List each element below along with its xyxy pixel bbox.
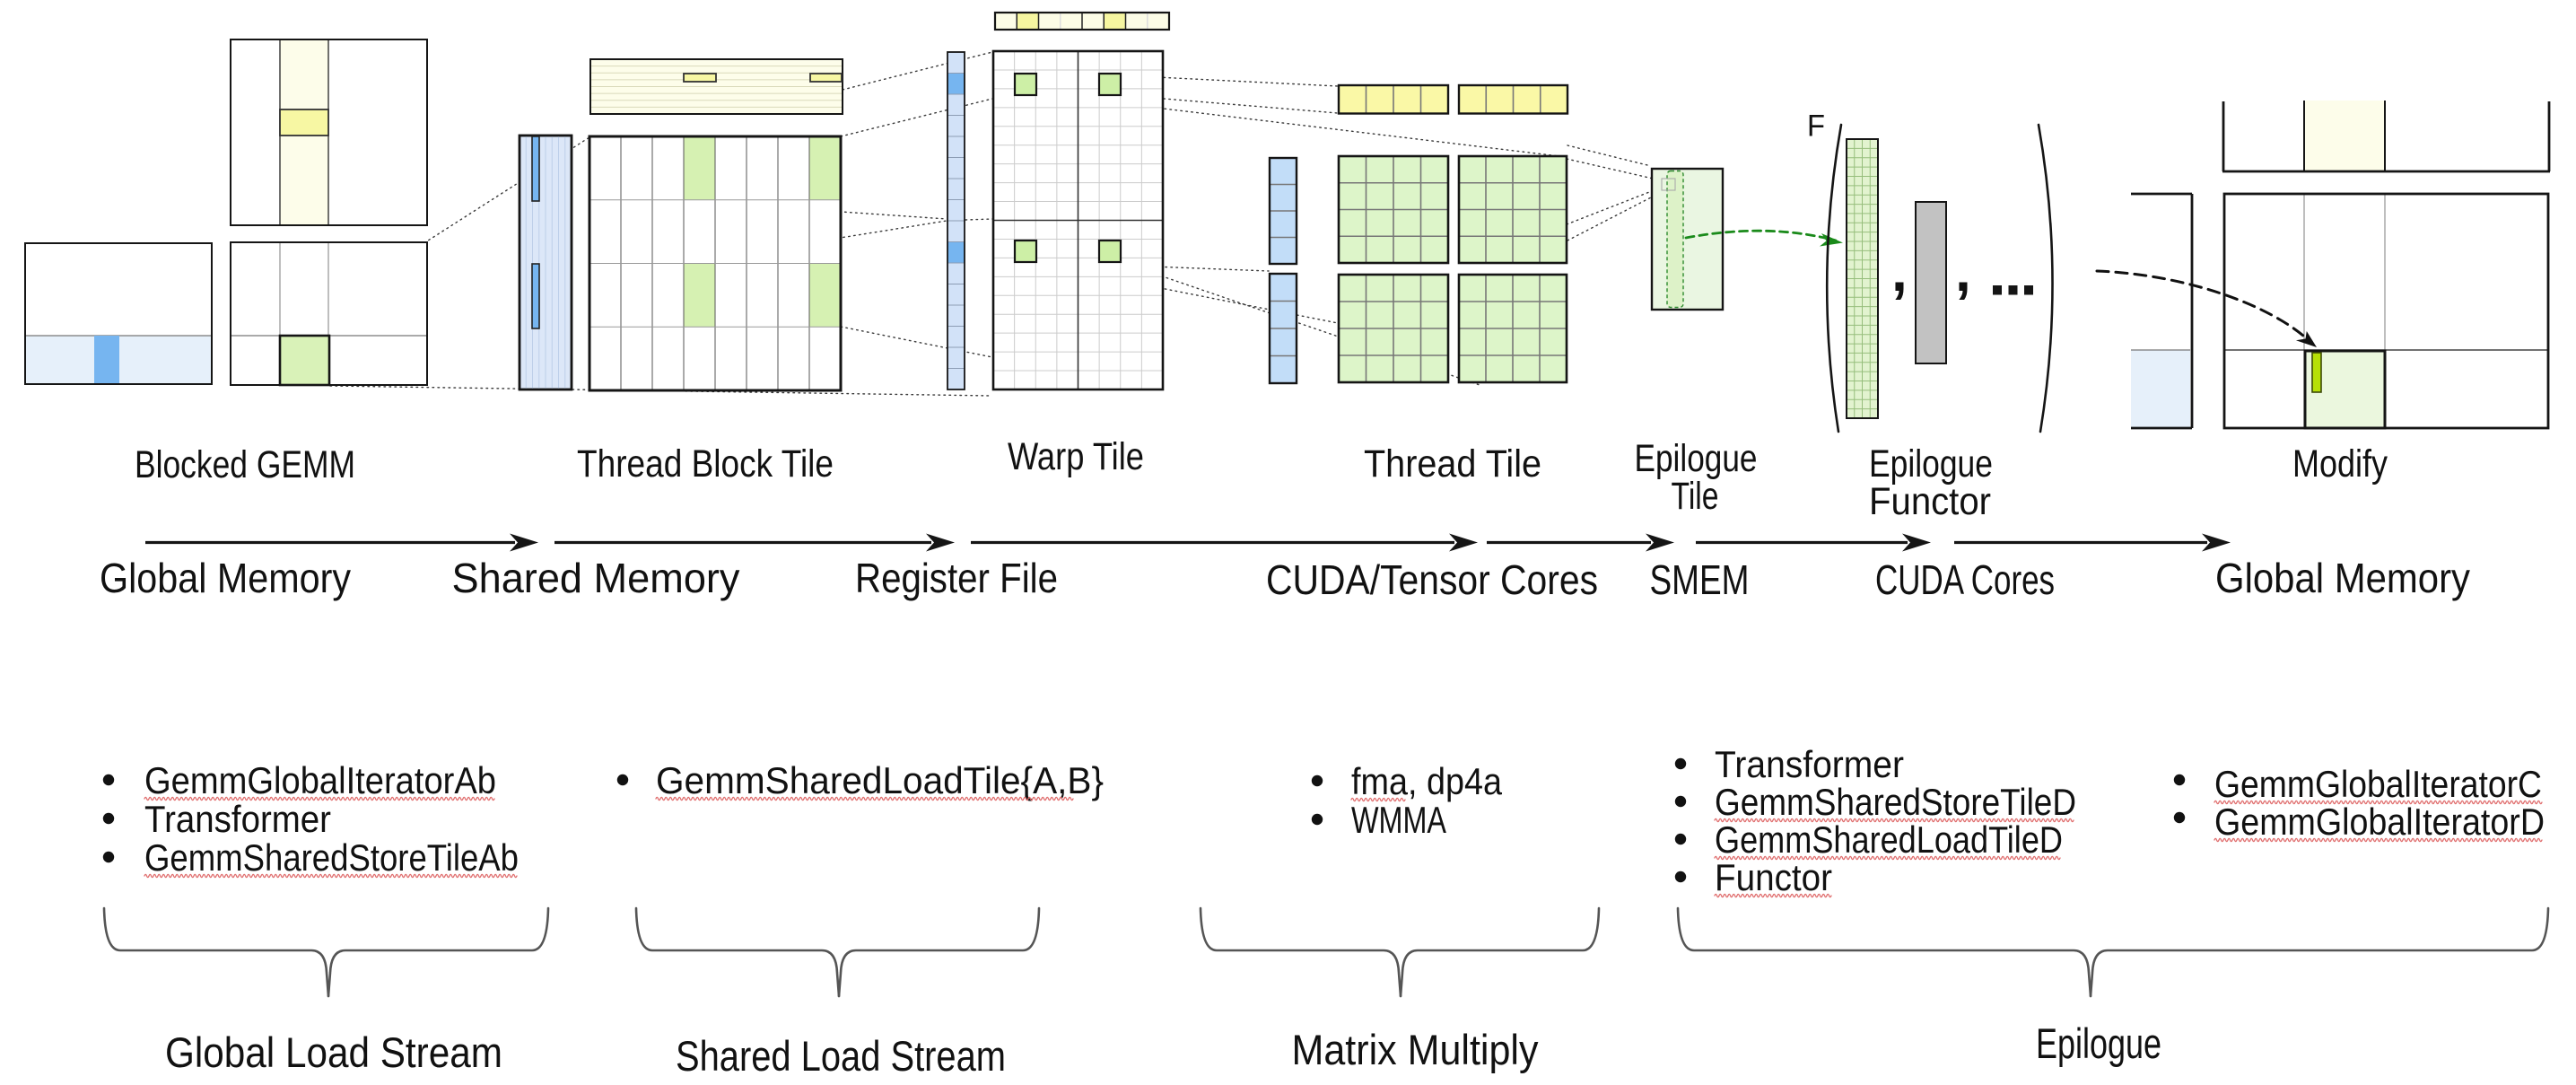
svg-text:CUDA Cores: CUDA Cores (1875, 556, 2055, 603)
svg-text:Register File: Register File (855, 555, 1058, 601)
svg-text:Transformer: Transformer (1715, 743, 1904, 785)
svg-text:GemmSharedStoreTileD: GemmSharedStoreTileD (1715, 781, 2076, 823)
svg-text:F: F (1807, 109, 1825, 144)
svg-text:Global Memory: Global Memory (2215, 555, 2470, 601)
svg-text:Functor: Functor (1715, 856, 1832, 898)
svg-text:Thread Tile: Thread Tile (1364, 442, 1541, 486)
svg-text:Tile: Tile (1672, 475, 1719, 518)
svg-text:Warp Tile: Warp Tile (1008, 435, 1144, 478)
svg-text:Global Memory: Global Memory (100, 555, 351, 601)
svg-text:Transformer: Transformer (144, 798, 331, 840)
svg-text:GemmSharedLoadTile{A,B}: GemmSharedLoadTile{A,B} (656, 759, 1104, 801)
svg-text:Epilogue: Epilogue (2036, 1019, 2161, 1067)
svg-text:Functor: Functor (1869, 480, 1991, 523)
svg-text:fma, dp4a: fma, dp4a (1351, 760, 1503, 802)
svg-text:GemmGlobalIteratorC: GemmGlobalIteratorC (2214, 763, 2542, 805)
svg-text:GemmGlobalIteratorD: GemmGlobalIteratorD (2214, 801, 2545, 843)
svg-text:,: , (1891, 239, 1908, 303)
svg-text:Epilogue: Epilogue (1635, 437, 1758, 480)
svg-text:GemmSharedStoreTileAb: GemmSharedStoreTileAb (144, 836, 519, 879)
svg-text:,: , (1955, 239, 1971, 303)
svg-text:Shared Memory: Shared Memory (452, 555, 740, 601)
svg-text:SMEM: SMEM (1650, 556, 1750, 603)
svg-text:GemmGlobalIteratorAb: GemmGlobalIteratorAb (144, 759, 496, 801)
svg-text:Modify: Modify (2292, 442, 2388, 486)
svg-text:Blocked GEMM: Blocked GEMM (135, 443, 355, 486)
svg-text:Epilogue: Epilogue (1869, 442, 1993, 486)
svg-text:WMMA: WMMA (1351, 799, 1446, 841)
svg-text:Global Load Stream: Global Load Stream (165, 1028, 502, 1076)
svg-text:Matrix Multiply: Matrix Multiply (1292, 1026, 1539, 1073)
svg-text:CUDA/Tensor Cores: CUDA/Tensor Cores (1266, 556, 1598, 603)
svg-text:Thread Block Tile: Thread Block Tile (577, 442, 834, 486)
svg-text:GemmSharedLoadTileD: GemmSharedLoadTileD (1715, 818, 2063, 861)
svg-text:Shared Load Stream: Shared Load Stream (676, 1032, 1006, 1080)
